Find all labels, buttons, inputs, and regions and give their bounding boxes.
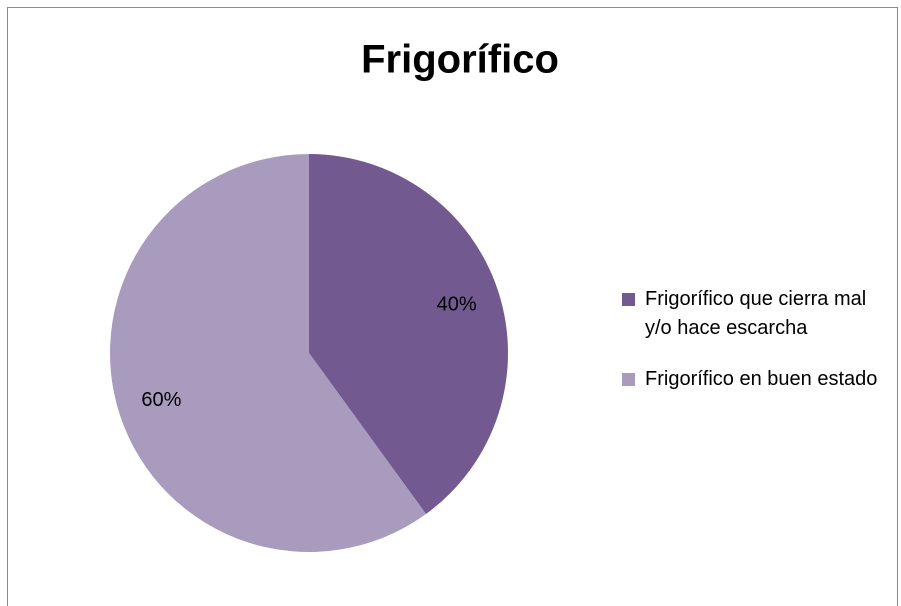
legend-item: Frigorífico en buen estado	[622, 365, 892, 394]
legend-swatch	[622, 293, 635, 306]
pie-slice	[309, 154, 509, 514]
legend-label: Frigorífico que cierra mal y/o hace esca…	[645, 288, 867, 339]
legend-swatch	[622, 373, 635, 386]
legend-label: Frigorífico en buen estado	[645, 368, 878, 390]
chart-title: Frigorífico	[361, 38, 559, 82]
legend-item: Frigorífico que cierra mal y/o hace esca…	[622, 285, 892, 343]
pie-slice	[110, 153, 426, 552]
data-label: 40%	[437, 293, 477, 315]
data-label: 60%	[141, 389, 181, 411]
